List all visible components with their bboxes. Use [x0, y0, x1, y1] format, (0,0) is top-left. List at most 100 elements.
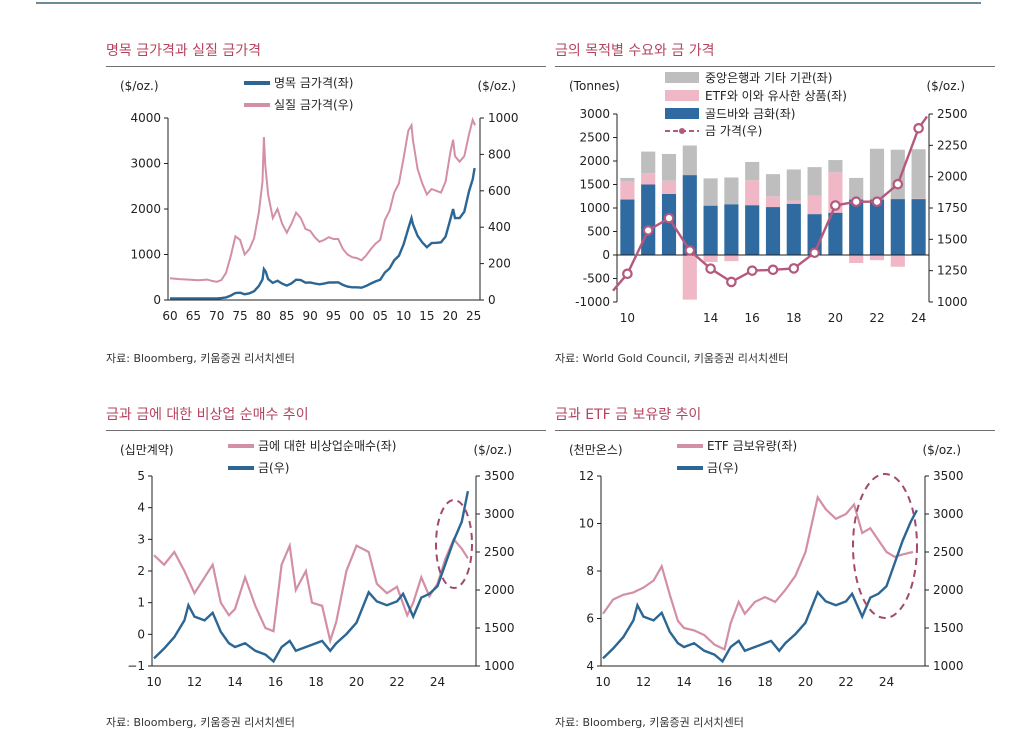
- legend-label: 골드바와 금화(좌): [705, 107, 795, 121]
- gold-price-point: [830, 200, 841, 211]
- panel-noncommercial: 금과 금에 대한 비상업 순매수 추이 −1 0 1 2 3 4 5 1000 1500 2000…: [106, 404, 546, 734]
- bar-segment: [620, 199, 635, 255]
- legend-swatch: [665, 72, 699, 83]
- panel-gold-demand: 금의 목적별 수요와 금 가격 -1000 -500 0 500 1000 1500 200…: [555, 40, 995, 365]
- bar-segment: [682, 145, 697, 176]
- panel-title: 금과 ETF 금 보유량 추이: [555, 407, 702, 423]
- right-unit-label: ($/oz.): [474, 443, 513, 457]
- bar-segment: [765, 174, 781, 197]
- panel-divider: [555, 66, 995, 67]
- bar-segment: [869, 148, 885, 200]
- y-left-tick-label: 10: [579, 517, 594, 531]
- x-tick-label: 95: [326, 309, 341, 323]
- x-tick-label: 65: [186, 309, 201, 323]
- y-right-tick-label: 2500: [937, 107, 968, 121]
- series-right-axis-line: [153, 490, 470, 664]
- y-left-tick-label: 1000: [130, 248, 161, 262]
- bar-segment: [828, 160, 843, 173]
- legend-label: ETF와 이와 유사한 상품(좌): [705, 89, 847, 103]
- legend-label: 실질 금가격(우): [274, 98, 353, 112]
- x-tick-label: 16: [268, 675, 283, 689]
- bar-segment: [703, 205, 718, 255]
- y-left-tick-label: 4: [137, 501, 145, 515]
- bar-segment: [786, 203, 801, 255]
- legend-label: 금 가격(우): [705, 124, 762, 138]
- y-right-tick-label: 1750: [937, 201, 968, 215]
- left-unit-label: (천만온스): [569, 442, 623, 457]
- y-right-tick-label: 1000: [937, 295, 968, 309]
- y-left-tick-label: 1500: [579, 178, 610, 192]
- x-tick-label: 10: [595, 675, 610, 689]
- x-tick-label: 05: [373, 309, 388, 323]
- chart-etf-holdings: 4 6 8 10 12 1000 1500 2000 2500 3000 3500 10 12 14 16 1…: [569, 439, 964, 689]
- y-left-tick-label: −1: [127, 659, 145, 673]
- y-right-tick-label: 2000: [933, 583, 964, 597]
- bar-segment: [828, 212, 843, 255]
- x-tick-label: 75: [232, 309, 247, 323]
- y-left-tick-label: 0: [153, 293, 161, 307]
- gold-price-point: [767, 264, 779, 276]
- y-left-tick-label: 2000: [579, 154, 610, 168]
- y-right-tick-label: 2250: [937, 138, 968, 152]
- bar-segment: [724, 177, 739, 205]
- x-tick-label: 18: [757, 675, 772, 689]
- highlight-ellipse: [852, 473, 918, 619]
- gold-price-point: [663, 212, 675, 224]
- panel-title: 금의 목적별 수요와 금 가격: [555, 43, 715, 59]
- source-note: 자료: World Gold Council, 키움증권 리서치센터: [555, 352, 789, 365]
- panel-etf-holdings: 금과 ETF 금 보유량 추이 4 6 8 10 12 1000 1500 2000 2500 3…: [555, 404, 995, 734]
- x-tick-label: 10: [396, 309, 411, 323]
- x-tick-label: 20: [443, 309, 458, 323]
- y-left-tick-label: 6: [586, 612, 594, 626]
- y-left-tick-label: 3000: [579, 107, 610, 121]
- x-tick-label: 14: [676, 675, 691, 689]
- y-left-tick-label: 4: [586, 659, 594, 673]
- panel-divider: [106, 66, 546, 67]
- bar-segment: [745, 205, 760, 255]
- y-right-tick-label: 1500: [937, 232, 968, 246]
- x-tick-label: 20: [349, 675, 364, 689]
- bar-segment: [890, 199, 905, 255]
- gold-price-point: [684, 245, 696, 256]
- y-left-tick-label: 5: [137, 469, 145, 483]
- y-left-tick-label: 4000: [130, 111, 161, 125]
- x-tick-label: 15: [419, 309, 434, 323]
- bar-segment: [724, 204, 739, 255]
- gold-price-point: [726, 276, 737, 288]
- bar-segment: [849, 255, 864, 263]
- bar-segment: [724, 255, 739, 262]
- x-tick-label: 90: [303, 309, 318, 323]
- x-tick-label: 24: [911, 311, 926, 325]
- y-right-tick-label: 600: [488, 184, 511, 198]
- legend-label: 금(우): [258, 461, 289, 475]
- bar-segment: [641, 173, 656, 185]
- x-tick-label: 25: [466, 309, 481, 323]
- x-tick-label: 16: [717, 675, 732, 689]
- y-left-tick-label: 1: [137, 596, 145, 610]
- bar-segment: [911, 199, 926, 255]
- left-unit-label: (십만계약): [120, 442, 174, 457]
- bar-segment: [745, 180, 760, 206]
- panel-title: 명목 금가격과 실질 금가격: [106, 43, 262, 59]
- panel-divider: [106, 430, 546, 431]
- y-right-tick-label: 2000: [937, 170, 968, 184]
- y-left-tick-label: 8: [586, 564, 594, 578]
- bar-segment: [807, 167, 822, 196]
- y-left-tick-label: 3: [137, 532, 145, 546]
- bar-segment: [661, 193, 677, 255]
- x-tick-label: 10: [146, 675, 161, 689]
- y-right-tick-label: 3500: [933, 469, 964, 483]
- y-right-tick-label: 2500: [933, 545, 964, 559]
- y-right-tick-label: 1250: [937, 264, 968, 278]
- bar-segment: [661, 153, 677, 181]
- bar-segment: [890, 255, 905, 267]
- legend-label: 중앙은행과 기타 기관(좌): [705, 70, 832, 85]
- x-tick-label: 22: [389, 675, 404, 689]
- y-right-tick-label: 200: [488, 257, 511, 271]
- x-tick-label: 16: [745, 311, 760, 325]
- x-tick-label: 18: [308, 675, 323, 689]
- x-tick-label: 18: [786, 311, 801, 325]
- series-real-gold-line: [169, 116, 477, 283]
- x-tick-label: 12: [636, 675, 651, 689]
